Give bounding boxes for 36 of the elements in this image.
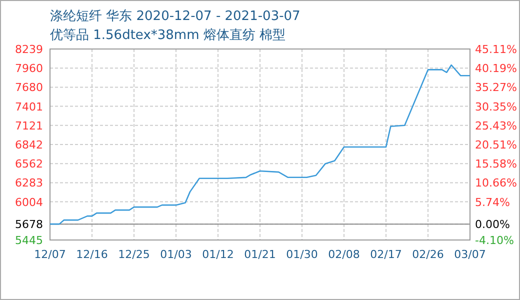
x-tick-label: 02/08 [328, 248, 360, 261]
x-tick-label: 02/26 [412, 248, 444, 261]
y-tick-label: 7680 [15, 81, 43, 94]
y-tick-label: 6283 [15, 176, 43, 190]
y2-tick-label: 5.74% [475, 196, 510, 209]
y-tick-label: 6842 [15, 138, 43, 152]
x-tick-label: 01/03 [160, 248, 192, 261]
y2-tick-label: 35.27% [475, 81, 517, 94]
y2-tick-label: 30.35% [475, 100, 517, 114]
y-tick-label: 7121 [15, 119, 43, 132]
y2-tick-label: 45.11% [475, 43, 517, 56]
line-series [49, 64, 471, 225]
chart-title: 涤纶短纤 华东 2020-12-07 - 2021-03-07 [50, 9, 300, 24]
y-tick-label: 6004 [15, 196, 43, 209]
y2-tick-label: 20.51% [475, 138, 517, 152]
y-tick-label: 8239 [15, 43, 43, 56]
y2-tick-label: 25.43% [475, 119, 517, 132]
x-tick-label: 01/21 [244, 248, 276, 261]
y2-tick-label: 0.00% [475, 218, 510, 232]
x-tick-label: 12/16 [76, 248, 108, 261]
y2-tick-label: 40.19% [475, 62, 517, 76]
y2-tick-label: 15.58% [475, 158, 517, 171]
x-tick-label: 12/25 [118, 248, 150, 261]
x-tick-label: 03/07 [454, 248, 486, 261]
y2-tick-label: -4.10% [475, 234, 514, 247]
x-tick-label: 02/17 [370, 248, 402, 261]
y-tick-label: 5678 [15, 218, 43, 232]
y-tick-label: 7401 [15, 100, 43, 114]
x-tick-label: 01/12 [202, 248, 234, 261]
chart-subtitle: 优等品 1.56dtex*38mm 熔体直纺 棉型 [50, 28, 286, 43]
y-tick-label: 5445 [15, 234, 43, 247]
y-tick-label: 6562 [15, 158, 43, 171]
x-tick-label: 01/30 [286, 248, 318, 261]
x-tick-label: 12/07 [34, 248, 66, 261]
y-tick-label: 7960 [15, 62, 43, 76]
y2-tick-label: 10.66% [475, 176, 517, 190]
